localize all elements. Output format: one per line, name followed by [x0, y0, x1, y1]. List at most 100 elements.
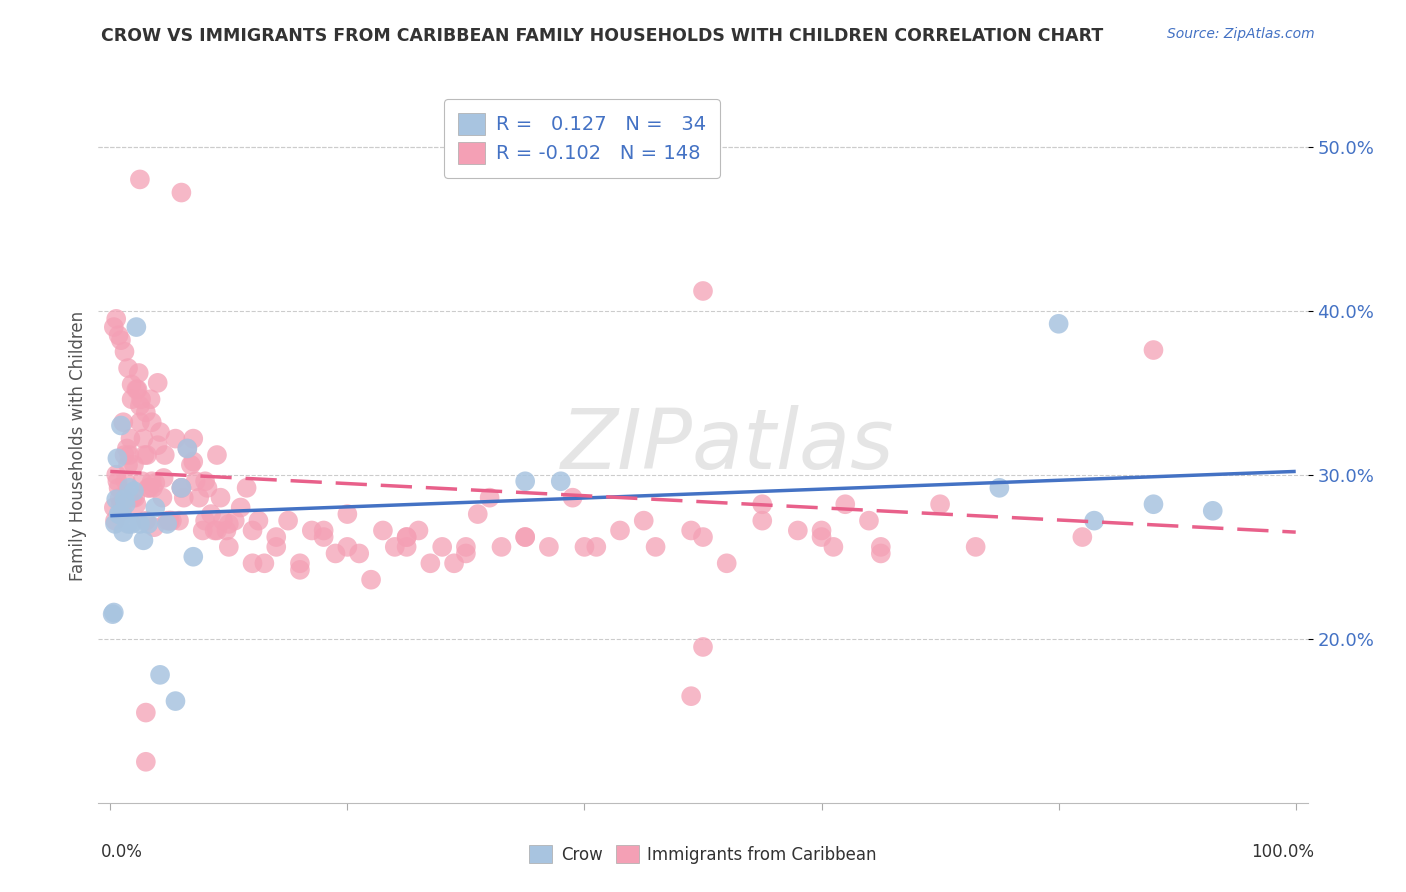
Point	[1071, 530, 1094, 544]
Point	[312, 524, 335, 538]
Point	[112, 415, 135, 429]
Point	[515, 530, 537, 544]
Point	[111, 508, 134, 523]
Point	[103, 606, 125, 620]
Point	[181, 432, 204, 446]
Point	[117, 458, 139, 472]
Point	[129, 172, 152, 186]
Point	[229, 500, 252, 515]
Point	[134, 448, 156, 462]
Point	[156, 516, 179, 531]
Point	[550, 475, 572, 489]
Point	[395, 530, 418, 544]
Point	[108, 507, 131, 521]
Point	[371, 524, 394, 538]
Point	[143, 520, 166, 534]
Point	[132, 533, 155, 548]
Point	[197, 481, 219, 495]
Point	[181, 549, 204, 564]
Point	[129, 516, 152, 531]
Point	[180, 458, 202, 472]
Point	[107, 328, 129, 343]
Point	[209, 491, 232, 505]
Y-axis label: Family Households with Children: Family Households with Children	[69, 311, 87, 581]
Point	[537, 540, 560, 554]
Point	[218, 516, 240, 531]
Point	[110, 333, 132, 347]
Text: CROW VS IMMIGRANTS FROM CARIBBEAN FAMILY HOUSEHOLDS WITH CHILDREN CORRELATION CH: CROW VS IMMIGRANTS FROM CARIBBEAN FAMILY…	[101, 27, 1104, 45]
Point	[128, 366, 150, 380]
Point	[152, 471, 174, 485]
Point	[146, 438, 169, 452]
Point	[858, 514, 880, 528]
Point	[692, 284, 714, 298]
Point	[170, 186, 193, 200]
Point	[114, 448, 136, 462]
Point	[515, 475, 537, 489]
Point	[105, 451, 128, 466]
Point	[136, 481, 159, 495]
Point	[125, 497, 148, 511]
Point	[235, 481, 257, 495]
Point	[419, 556, 441, 570]
Point	[585, 540, 607, 554]
Point	[467, 507, 489, 521]
Point	[139, 392, 162, 407]
Point	[1142, 343, 1164, 357]
Point	[869, 546, 891, 560]
Point	[478, 491, 501, 505]
Point	[125, 320, 148, 334]
Point	[136, 516, 159, 531]
Legend: Crow, Immigrants from Caribbean: Crow, Immigrants from Caribbean	[523, 838, 883, 871]
Point	[129, 415, 152, 429]
Point	[114, 492, 136, 507]
Point	[125, 383, 148, 397]
Point	[810, 530, 832, 544]
Point	[124, 491, 146, 505]
Point	[105, 492, 128, 507]
Point	[751, 514, 773, 528]
Point	[159, 514, 181, 528]
Point	[129, 392, 152, 407]
Point	[110, 418, 132, 433]
Point	[173, 491, 195, 505]
Point	[929, 497, 952, 511]
Point	[823, 540, 845, 554]
Point	[574, 540, 596, 554]
Point	[170, 481, 193, 495]
Point	[114, 344, 136, 359]
Point	[810, 524, 832, 538]
Point	[138, 481, 160, 495]
Point	[105, 311, 128, 326]
Point	[120, 432, 142, 446]
Point	[681, 524, 703, 538]
Text: 0.0%: 0.0%	[101, 843, 143, 861]
Point	[253, 556, 276, 570]
Point	[103, 320, 125, 334]
Point	[264, 530, 287, 544]
Point	[114, 497, 136, 511]
Point	[135, 514, 157, 528]
Point	[454, 540, 477, 554]
Point	[395, 540, 418, 554]
Point	[159, 514, 181, 528]
Point	[117, 361, 139, 376]
Point	[127, 383, 149, 397]
Point	[200, 507, 222, 521]
Point	[288, 563, 311, 577]
Point	[167, 514, 190, 528]
Point	[153, 448, 176, 462]
Point	[561, 491, 583, 505]
Point	[301, 524, 323, 538]
Point	[242, 556, 264, 570]
Point	[132, 432, 155, 446]
Point	[143, 475, 166, 490]
Point	[336, 540, 359, 554]
Point	[443, 556, 465, 570]
Point	[121, 516, 143, 531]
Point	[170, 481, 193, 495]
Point	[247, 514, 270, 528]
Point	[104, 514, 127, 528]
Point	[869, 540, 891, 554]
Point	[135, 405, 157, 419]
